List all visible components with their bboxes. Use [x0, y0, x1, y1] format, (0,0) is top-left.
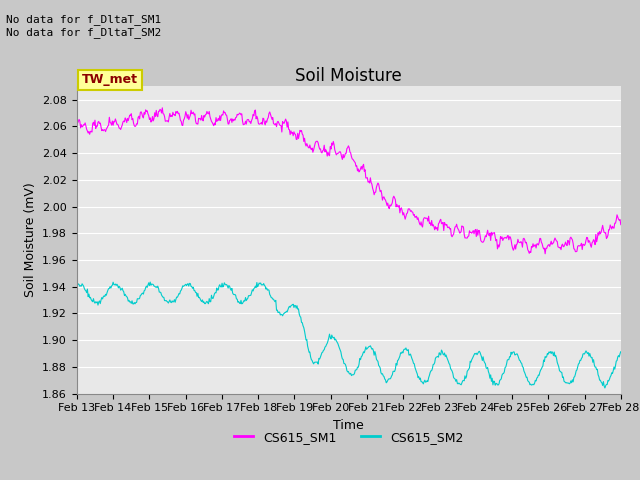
Title: Soil Moisture: Soil Moisture [296, 67, 402, 85]
Text: No data for f_DltaT_SM1
No data for f_DltaT_SM2: No data for f_DltaT_SM1 No data for f_Dl… [6, 14, 162, 38]
X-axis label: Time: Time [333, 419, 364, 432]
Y-axis label: Soil Moisture (mV): Soil Moisture (mV) [24, 182, 36, 298]
Text: TW_met: TW_met [82, 73, 138, 86]
Legend: CS615_SM1, CS615_SM2: CS615_SM1, CS615_SM2 [229, 426, 468, 449]
